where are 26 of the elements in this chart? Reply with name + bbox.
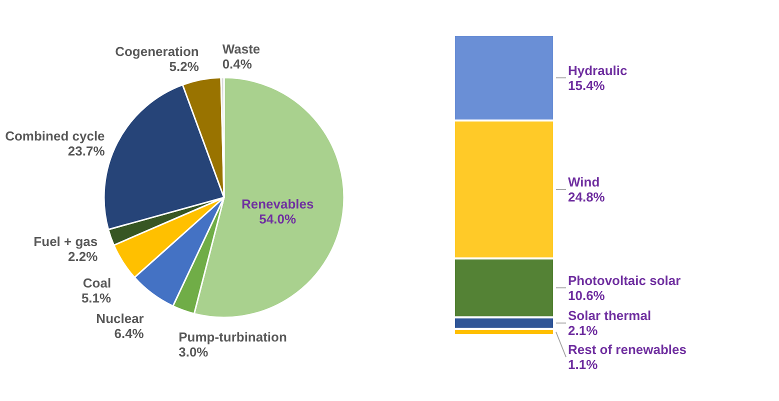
series-label: Solar thermal — [568, 308, 652, 324]
data-label: 5.1% — [81, 290, 112, 306]
data-label: 24.8% — [568, 189, 606, 204]
series-label: Hydraulic — [568, 62, 628, 78]
data-label: 5.2% — [169, 58, 200, 74]
data-label: 15.4% — [568, 78, 606, 93]
slice-label: Combined cycle — [5, 128, 105, 144]
slice-label: Coal — [82, 276, 112, 291]
data-label: 2.1% — [568, 323, 598, 338]
data-label: 23.7% — [68, 143, 106, 158]
data-label: 3.0% — [178, 344, 209, 360]
slice-label: Fuel + gas — [34, 234, 98, 250]
slice-label: Waste — [222, 42, 260, 57]
data-label: 10.6% — [568, 288, 606, 303]
data-label: 6.4% — [114, 326, 144, 341]
series-label: Wind — [568, 174, 600, 190]
series-label: Rest of renewables — [568, 342, 686, 358]
data-label: 2.2% — [68, 249, 98, 264]
slice-label: Cogeneration — [115, 44, 199, 59]
slice-label: Nuclear — [96, 310, 144, 326]
data-label: 0.4% — [222, 56, 252, 72]
data-label: 1.1% — [568, 357, 598, 372]
slice-label: Pump-turbination — [178, 330, 287, 345]
data-label: 54.0% — [259, 211, 296, 226]
series-label: Photovoltaic solar — [568, 272, 681, 288]
slice-label: Renevables — [241, 196, 314, 212]
